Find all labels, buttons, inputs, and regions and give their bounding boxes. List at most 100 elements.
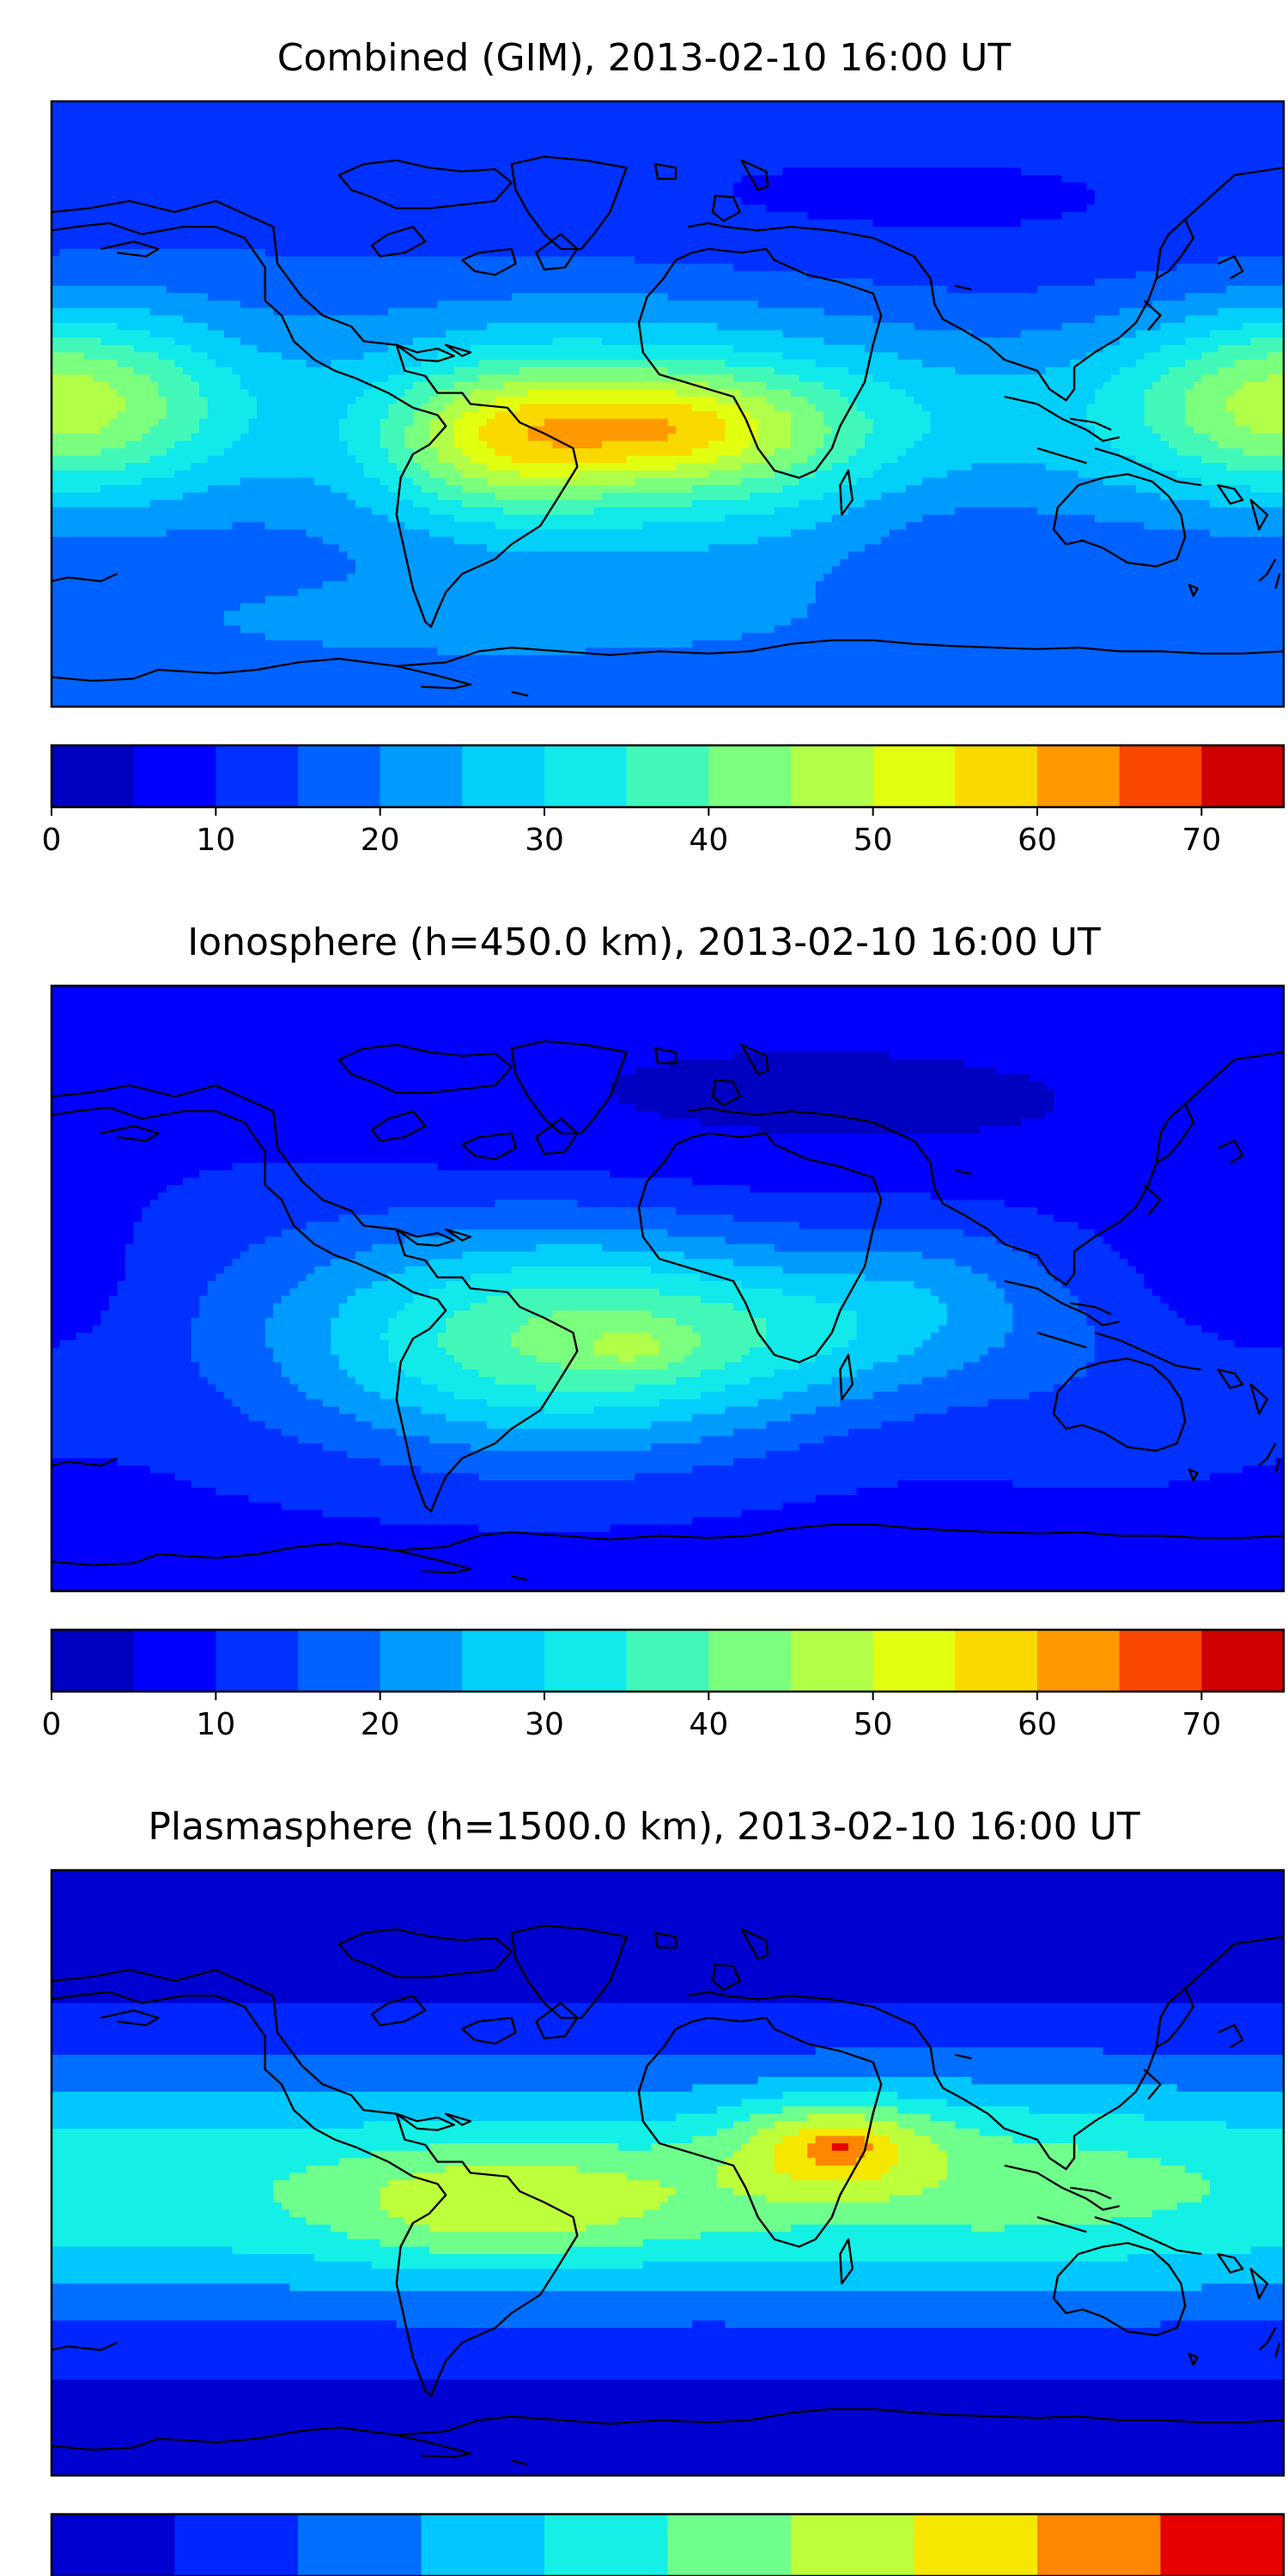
contour-cell: [733, 1052, 890, 1060]
contour-cell: [52, 426, 101, 434]
contour-cell: [1151, 463, 1227, 471]
contour-cell: [930, 411, 1087, 420]
contour-cell: [1151, 301, 1284, 309]
contour-cell: [642, 2261, 1284, 2269]
contour-cell: [142, 477, 241, 486]
contour-cell: [166, 411, 209, 420]
contour-cell: [453, 381, 504, 390]
map-area: [52, 986, 1284, 1591]
contour-cell: [495, 492, 603, 501]
contour-cell: [1094, 1354, 1284, 1363]
contour-cell: [183, 367, 234, 375]
contour-cell: [52, 677, 1284, 685]
contour-cell: [733, 1428, 849, 1437]
contour-cell: [601, 337, 824, 346]
contour-cell: [52, 1155, 1284, 1163]
contour-cell: [782, 167, 1022, 176]
contour-cell: [52, 1222, 135, 1230]
contour-cell: [248, 426, 340, 434]
colorbar-segment: [667, 2514, 792, 2576]
contour-cell: [264, 1317, 331, 1327]
contour-cell: [388, 2209, 644, 2218]
contour-cell: [52, 1443, 324, 1452]
contour-cell: [289, 2172, 414, 2181]
contour-cell: [404, 1236, 726, 1245]
contour-cell: [52, 654, 1284, 663]
contour-cell: [1135, 330, 1211, 338]
contour-cell: [725, 2320, 1162, 2329]
contour-cell: [1242, 1465, 1284, 1473]
contour-cell: [840, 485, 907, 494]
contour-cell: [635, 477, 743, 486]
contour-cell: [865, 344, 1104, 353]
contour-cell: [750, 492, 824, 501]
contour-cell: [922, 477, 1104, 486]
contour-cell: [872, 2128, 915, 2137]
contour-cell: [52, 1870, 1284, 1879]
contour-cell: [823, 574, 1284, 582]
contour-cell: [1061, 174, 1284, 184]
contour-cell: [191, 1317, 266, 1327]
contour-cell: [404, 389, 439, 398]
contour-cell: [52, 137, 1284, 147]
contour-cell: [856, 477, 923, 486]
contour-cell: [52, 123, 1284, 131]
contour-cell: [618, 1074, 1030, 1083]
contour-cell: [1160, 344, 1219, 353]
contour-cell: [766, 381, 824, 390]
contour-cell: [1218, 307, 1284, 316]
contour-cell: [298, 588, 817, 597]
contour-cell: [52, 640, 324, 648]
contour-cell: [889, 381, 1104, 390]
contour-cell: [527, 433, 669, 442]
contour-cell: [117, 322, 209, 331]
contour-cell: [273, 1310, 340, 1319]
contour-cell: [1226, 2121, 1284, 2129]
contour-cell: [264, 1333, 331, 1341]
contour-cell: [322, 1399, 398, 1407]
contour-cell: [1135, 485, 1252, 494]
contour-cell: [897, 2091, 1284, 2100]
contour-cell: [946, 1370, 1087, 1378]
colorbar-segment: [52, 2514, 175, 2576]
contour-cell: [52, 2275, 1284, 2284]
contour-cell: [980, 1354, 1096, 1363]
contour-cell: [799, 2128, 874, 2137]
contour-cell: [125, 396, 167, 405]
contour-cell: [478, 404, 520, 412]
contour-cell: [125, 440, 176, 449]
contour-cell: [248, 418, 340, 427]
contour-cell: [807, 455, 849, 464]
contour-cell: [1094, 1340, 1236, 1348]
contour-cell: [733, 374, 800, 383]
contour-cell: [52, 1561, 1284, 1570]
colorbar-segment: [133, 1630, 216, 1692]
contour-cell: [996, 1236, 1104, 1245]
contour-cell: [716, 2165, 775, 2174]
map-area: [52, 1870, 1284, 2476]
contour-cell: [380, 1391, 455, 1400]
contour-cell: [396, 2320, 693, 2329]
contour-cell: [1176, 2202, 1284, 2211]
contour-cell: [52, 182, 734, 191]
contour-cell: [52, 1965, 1284, 1974]
contour-cell: [52, 1450, 348, 1459]
colorbar-tick-label: 50: [854, 823, 893, 858]
contour-cell: [1012, 1303, 1079, 1311]
contour-cell: [52, 1170, 200, 1179]
contour-cell: [799, 374, 874, 383]
contour-cell: [667, 2195, 767, 2203]
contour-cell: [470, 1273, 702, 1282]
contour-cell: [240, 337, 414, 346]
contour-cell: [429, 440, 455, 449]
contour-cell: [52, 1539, 1284, 1547]
contour-cell: [750, 1185, 1284, 1194]
contour-cell: [815, 404, 858, 412]
contour-cell: [240, 433, 340, 442]
contour-cell: [52, 2254, 315, 2263]
contour-cell: [52, 1333, 77, 1341]
contour-cell: [52, 993, 1284, 1001]
contour-cell: [848, 455, 898, 464]
contour-cell: [922, 1251, 1030, 1260]
contour-cell: [52, 566, 356, 574]
